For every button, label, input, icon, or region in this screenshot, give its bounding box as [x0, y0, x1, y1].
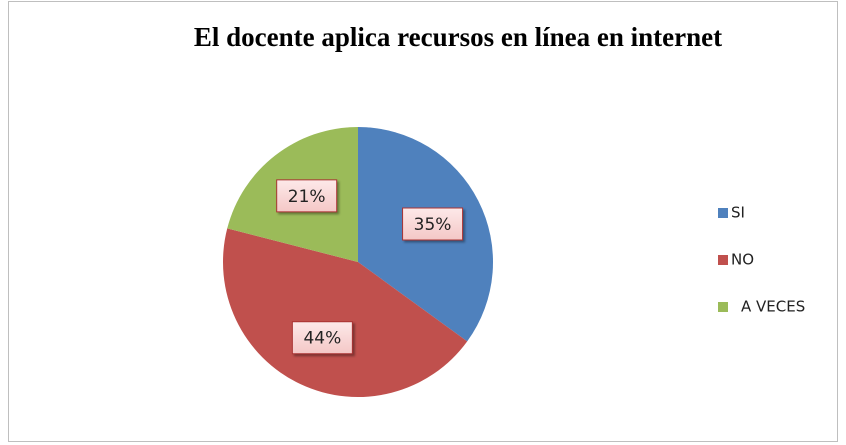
legend-label: A VECES [741, 298, 805, 316]
legend-label: NO [731, 251, 754, 269]
legend-swatch [718, 255, 728, 265]
legend-swatch [718, 302, 728, 312]
data-label: 35% [414, 215, 452, 235]
legend-swatch [718, 208, 728, 218]
data-label-box [276, 179, 338, 213]
chart-title: El docente aplica recursos en línea en i… [194, 22, 722, 52]
data-label: 21% [288, 187, 326, 207]
data-label-box [402, 207, 464, 241]
data-label-box [291, 321, 353, 355]
data-label: 44% [303, 329, 341, 349]
pie-slice [222, 228, 468, 398]
legend-label: SI [731, 204, 745, 222]
